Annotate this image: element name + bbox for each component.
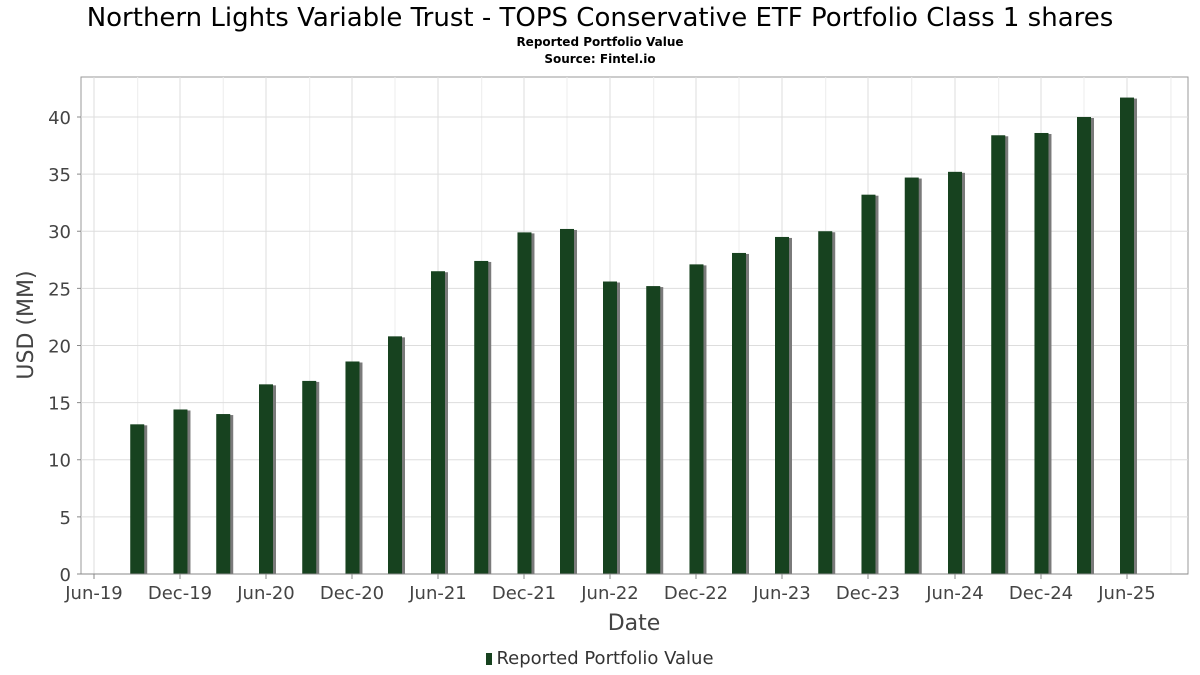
chart-subtitle: Reported Portfolio Value	[516, 35, 684, 49]
bar	[1120, 97, 1134, 574]
bar	[216, 414, 231, 574]
x-tick-label: Dec-19	[148, 583, 212, 604]
y-axis-title: USD (MM)	[14, 270, 39, 379]
bar	[345, 361, 360, 574]
x-tick-label: Jun-20	[236, 583, 295, 604]
x-axis-title: Date	[608, 611, 661, 636]
bar	[1077, 116, 1091, 575]
bar	[646, 286, 661, 574]
x-tick-label: Jun-19	[64, 583, 123, 604]
y-tick-label: 25	[48, 279, 71, 300]
x-tick-label: Jun-21	[408, 583, 467, 604]
bar	[560, 228, 574, 574]
bar	[431, 271, 445, 574]
x-tick-label: Dec-21	[492, 583, 556, 604]
bar	[259, 384, 273, 574]
bar	[517, 232, 532, 574]
x-axis-ticks: Jun-19 Dec-19 Jun-20 Dec-20 Jun-21 Dec-21 Jun-…	[64, 573, 1188, 604]
x-tick-label: Jun-23	[752, 583, 811, 604]
bar	[130, 424, 145, 574]
bar	[173, 409, 188, 574]
bar	[1034, 132, 1049, 575]
x-tick-label: Dec-23	[836, 583, 900, 604]
y-tick-label: 30	[48, 222, 71, 243]
legend-label: Reported Portfolio Value	[496, 648, 714, 669]
plot-area	[80, 76, 1189, 575]
y-tick-label: 40	[48, 108, 71, 129]
bar	[689, 264, 704, 574]
x-tick-label: Dec-20	[320, 583, 384, 604]
chart-title: Northern Lights Variable Trust - TOPS Co…	[86, 3, 1114, 33]
bars	[130, 97, 1137, 575]
bar	[904, 177, 919, 574]
bar	[991, 135, 1006, 574]
bar	[603, 281, 617, 574]
bar	[732, 252, 746, 574]
x-tick-label: Jun-24	[925, 583, 984, 604]
y-tick-label: 10	[48, 451, 71, 472]
bar	[775, 236, 789, 574]
bar	[861, 194, 876, 574]
legend-swatch	[486, 653, 493, 665]
y-tick-label: 5	[60, 508, 71, 529]
y-tick-label: 20	[48, 336, 71, 357]
x-tick-label: Jun-22	[580, 583, 639, 604]
x-tick-label: Dec-22	[664, 583, 728, 604]
legend: Reported Portfolio Value	[0, 647, 1200, 671]
bar	[818, 231, 833, 574]
y-tick-label: 15	[48, 394, 71, 415]
y-tick-label: 35	[48, 165, 71, 186]
x-tick-label: Dec-24	[1009, 583, 1073, 604]
y-axis-ticks: 0 5 10 15 20 25 30 35 40	[48, 108, 81, 586]
bar	[948, 171, 962, 574]
x-tick-label: Jun-25	[1097, 583, 1156, 604]
y-tick-label: 0	[60, 565, 71, 586]
bar	[388, 336, 402, 574]
bar	[302, 380, 317, 574]
chart-source: Source: Fintel.io	[544, 52, 656, 66]
bar	[474, 260, 489, 574]
